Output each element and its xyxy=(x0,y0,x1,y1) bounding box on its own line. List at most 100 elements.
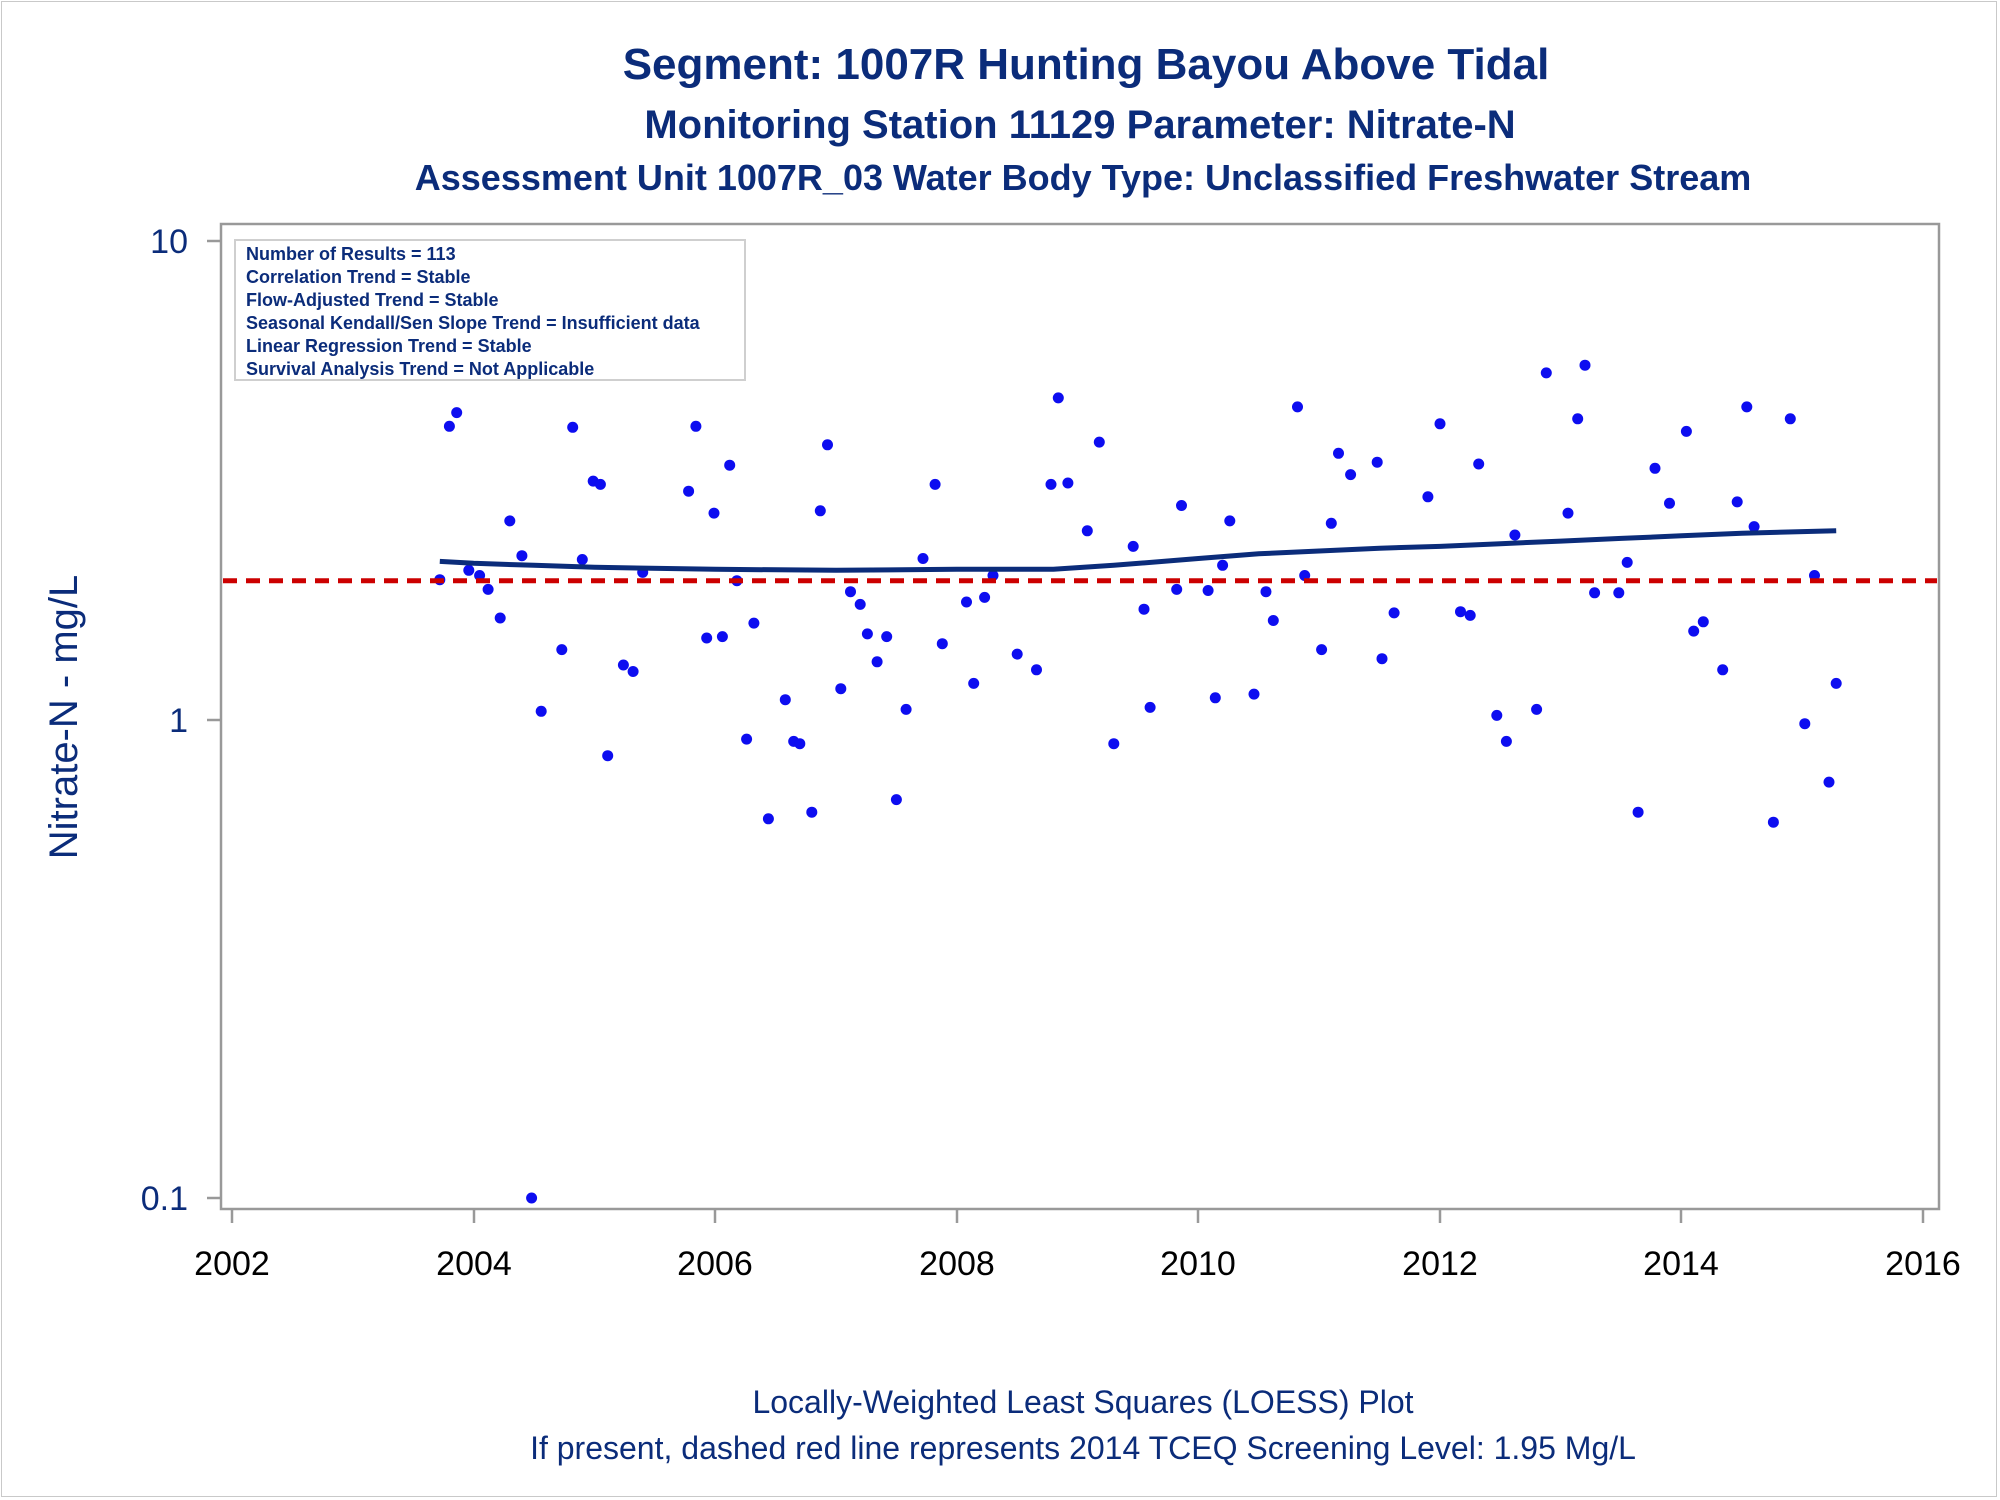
data-point xyxy=(822,439,833,451)
data-point xyxy=(1011,648,1023,660)
data-point xyxy=(1267,615,1279,626)
data-point xyxy=(1509,529,1521,541)
data-point xyxy=(881,631,893,643)
stats-line: Survival Analysis Trend = Not Applicable xyxy=(246,359,594,379)
footnote-screening: If present, dashed red line represents 2… xyxy=(530,1430,1636,1466)
data-point xyxy=(936,638,948,650)
data-point xyxy=(1613,587,1625,599)
data-point xyxy=(1209,692,1221,704)
data-point xyxy=(968,677,980,689)
data-point xyxy=(1589,587,1601,599)
data-point xyxy=(871,656,883,668)
data-point xyxy=(1500,735,1512,747)
data-point xyxy=(1649,462,1661,474)
data-point xyxy=(701,632,713,644)
data-point xyxy=(854,598,866,610)
data-point xyxy=(690,420,702,432)
x-tick-label: 2002 xyxy=(194,1245,270,1283)
plot-area xyxy=(219,222,1941,1211)
data-point xyxy=(1316,644,1328,656)
data-point xyxy=(794,738,806,750)
stats-box-frame xyxy=(234,239,746,381)
data-point xyxy=(1202,585,1214,596)
data-point xyxy=(861,628,873,640)
data-point xyxy=(1572,413,1584,425)
data-point xyxy=(917,553,929,564)
data-point xyxy=(1697,616,1709,628)
chart-subtitle-2: Assessment Unit 1007R_03 Water Body Type… xyxy=(415,157,1752,198)
data-point xyxy=(961,596,972,608)
data-point xyxy=(1799,718,1811,730)
stats-line: Correlation Trend = Stable xyxy=(246,267,471,287)
footnote-loess: Locally-Weighted Least Squares (LOESS) P… xyxy=(752,1384,1413,1420)
data-point xyxy=(979,591,991,603)
data-point xyxy=(1784,413,1796,425)
data-point xyxy=(1731,496,1743,508)
data-point xyxy=(576,554,588,565)
data-point xyxy=(748,617,760,629)
y-tick-label: 10 xyxy=(150,223,188,261)
data-point xyxy=(1717,664,1729,676)
y-tick-label: 0.1 xyxy=(141,1180,188,1218)
data-point xyxy=(708,507,720,519)
data-point xyxy=(1260,586,1272,598)
data-point xyxy=(1292,401,1303,413)
data-point xyxy=(1531,703,1543,715)
data-point xyxy=(443,420,455,432)
data-point xyxy=(1062,477,1074,489)
data-point xyxy=(1325,517,1337,529)
data-point xyxy=(1127,540,1139,552)
data-point xyxy=(1081,525,1093,537)
data-point xyxy=(482,583,494,595)
data-point xyxy=(1579,359,1591,371)
data-point xyxy=(1830,677,1842,689)
data-point xyxy=(1434,418,1446,430)
data-point xyxy=(1767,816,1779,828)
data-point xyxy=(1455,606,1466,618)
loess-layer xyxy=(439,528,1837,573)
data-point xyxy=(1138,603,1150,615)
data-point xyxy=(1422,491,1434,503)
data-point xyxy=(835,683,847,695)
data-point xyxy=(627,666,639,677)
data-point xyxy=(1045,478,1057,490)
data-point xyxy=(556,644,568,656)
data-point xyxy=(683,485,695,497)
stats-line: Number of Results = 113 xyxy=(246,244,456,264)
x-tick-label: 2016 xyxy=(1885,1245,1961,1283)
data-point xyxy=(1388,607,1400,619)
data-point xyxy=(1171,583,1183,595)
data-point xyxy=(741,733,753,745)
data-point xyxy=(1664,497,1675,509)
data-point xyxy=(1540,367,1552,379)
data-point xyxy=(451,407,463,419)
data-point xyxy=(1093,436,1105,448)
stats-line: Seasonal Kendall/Sen Slope Trend = Insuf… xyxy=(246,313,701,333)
data-point xyxy=(535,705,547,717)
data-point xyxy=(617,659,629,671)
data-point xyxy=(1621,556,1633,568)
data-point xyxy=(1464,609,1476,621)
y-axis: 0.1 1 10 xyxy=(141,223,221,1218)
data-point xyxy=(1371,456,1383,468)
data-point xyxy=(900,703,912,715)
chart-title: Segment: 1007R Hunting Bayou Above Tidal xyxy=(623,40,1550,89)
chart-subtitle: Monitoring Station 11129 Parameter: Nitr… xyxy=(644,103,1515,147)
data-point xyxy=(814,505,826,517)
x-tick-label: 2004 xyxy=(436,1245,512,1283)
data-point xyxy=(1491,709,1503,721)
data-point xyxy=(1741,401,1753,413)
data-point xyxy=(1562,507,1574,519)
y-axis-label: Nitrate-N - mg/L xyxy=(42,575,86,860)
stats-box: Number of Results = 113 Correlation Tren… xyxy=(234,239,746,381)
data-point xyxy=(890,794,902,806)
data-point xyxy=(762,813,774,825)
data-point xyxy=(504,515,516,527)
data-point xyxy=(594,478,606,490)
data-point xyxy=(779,694,791,706)
data-point xyxy=(1688,625,1700,637)
data-point xyxy=(1632,806,1644,818)
data-point xyxy=(1217,559,1229,571)
data-point xyxy=(1680,425,1692,437)
loess-trend-line xyxy=(439,528,1837,573)
